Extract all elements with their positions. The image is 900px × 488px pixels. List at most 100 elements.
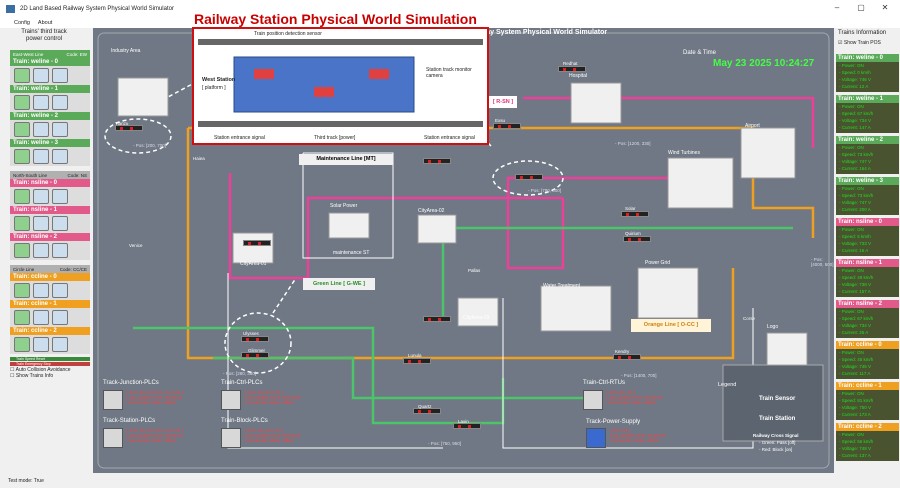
show-train-pos-checkbox[interactable]: ☑ Show Train POS [838,40,881,46]
line-header-ew: East-West Line Code: EW [10,50,90,58]
plc-status: [ PLC-00, PLC-01 ] Last Update Time: 00:0… [245,428,300,443]
train-voltage: - Voltage: 745 V [839,364,872,369]
city-area-03-label: CityArea-03 [463,315,490,321]
west-station-label: West Station [202,77,236,83]
train-pos-label: - Pos: [750, 950] [428,441,462,446]
menu-config[interactable]: Config [14,20,30,26]
airport-label: Airport [745,123,760,129]
show-trains-info-checkbox[interactable]: ☐ Show Trains Info [10,373,54,379]
power-supply-title: Track-Power-Supply [586,419,641,425]
train-control-nsline-1: Train: nsline - 1 [10,206,90,214]
train-current: - Current: 25 A [839,330,869,335]
speed-reset-button[interactable] [33,283,49,298]
plc-state: Connection State: offline [607,400,656,405]
speed-reset-button[interactable] [33,95,49,110]
power-toggle-button[interactable] [14,310,30,325]
train-name: Train: ccline - 2 [836,423,899,431]
green-track [213,356,593,400]
train-station [613,354,641,360]
plc-title: Train-Ctrl-PLCs [221,380,263,386]
plc-icon[interactable] [221,390,241,410]
control-buttons [10,66,90,85]
control-buttons [10,214,90,233]
maximize-button[interactable]: ▢ [857,3,865,12]
train-pos-label: - Pos: [200, 700] [133,143,167,148]
train-info-nsline-1: Train: nsline - 1- Power: ON - Speed: 49 … [836,259,899,297]
power-supply-icon[interactable] [586,428,606,448]
station-label: Solar [625,206,636,211]
water-treatment-image [540,285,612,332]
train-station [403,358,431,364]
line-name: East-West Line [13,51,44,57]
speed-reset-button[interactable] [33,310,49,325]
train-pos-label: - Pos: [1400, 700] [621,373,657,378]
train-control-ccline-2: Train: ccline - 2 [10,327,90,335]
menu-about[interactable]: About [37,20,53,26]
plc-icon[interactable] [221,428,241,448]
station-label: Exsu [495,118,506,123]
emergency-stop-button[interactable] [52,310,68,325]
train-control-weline-1: Train: weline - 1 [10,85,90,93]
speed-reset-button[interactable] [33,189,49,204]
train-name: Train: weline - 1 [836,95,899,103]
legend-station: Train Station [759,416,796,422]
power-toggle-button[interactable] [14,283,30,298]
control-buttons [10,120,90,139]
emergency-stop-button[interactable] [52,283,68,298]
app-icon [6,5,15,13]
emergency-stop-button[interactable] [52,216,68,231]
train-station [241,336,269,342]
power-toggle-button[interactable] [14,189,30,204]
power-grid-image [637,267,699,319]
emergency-stop-button[interactable] [52,243,68,258]
plc-icon[interactable] [103,390,123,410]
train-station [558,66,586,72]
pink-track [228,173,563,280]
speed-reset-button[interactable] [33,122,49,137]
speed-reset-button[interactable] [33,337,49,352]
station-zoom-panel: West Station [ platform ] Train position… [192,27,489,145]
train-voltage: - Voltage: 734 V [839,118,872,123]
power-toggle-button[interactable] [14,122,30,137]
plc-icon[interactable] [103,428,123,448]
emergency-stop-button[interactable] [52,337,68,352]
emergency-stop-button[interactable] [52,122,68,137]
emergency-stop-button[interactable] [52,95,68,110]
station-label: Tianzu [115,121,129,126]
orange-track [186,128,735,360]
power-toggle-button[interactable] [14,216,30,231]
industry-area-label: Industry Area [111,48,141,54]
station-label: Corse [743,316,756,321]
power-toggle-button[interactable] [14,337,30,352]
power-toggle-button[interactable] [14,243,30,258]
emergency-stop-button[interactable] [52,68,68,83]
rtu-icon[interactable] [583,390,603,410]
speed-reset-button[interactable] [33,216,49,231]
train-speed: - Speed: 67 km/h [839,316,874,321]
orange-line-label: Orange Line [ O-CC ] [631,319,711,332]
checkbox-label: Show Trains Info [15,373,54,379]
plc-state: Connection State: offline [610,438,659,443]
power-toggle-button[interactable] [14,149,30,164]
auto-collision-checkbox[interactable]: ☐ Auto Collision Avoidance [10,367,71,373]
plc-title: Track-Junction-PLCs [103,380,159,386]
zoom-line [272,277,297,314]
speed-reset-button[interactable] [33,243,49,258]
zoom-highlight-ellipse [492,160,564,196]
speed-reset-button[interactable] [33,68,49,83]
plc-list: [ PLC-00, PLC-01, PLC-02 ] [127,428,183,433]
white-track [227,273,443,449]
emergency-stop-button[interactable] [52,149,68,164]
train-current: - Current: 137 A [839,453,871,458]
train-name: Train: weline - 0 [836,54,899,62]
power-toggle-button[interactable] [14,68,30,83]
train-power: - Power: ON [839,350,864,355]
speed-reset-button[interactable] [33,149,49,164]
close-button[interactable]: ✕ [881,3,889,12]
zoom-highlight-ellipse [224,312,292,374]
line-code: Code: EW [66,51,87,57]
minimize-button[interactable]: – [834,3,840,12]
power-toggle-button[interactable] [14,95,30,110]
train-name: Train: ccline - 1 [836,382,899,390]
emergency-stop-button[interactable] [52,189,68,204]
